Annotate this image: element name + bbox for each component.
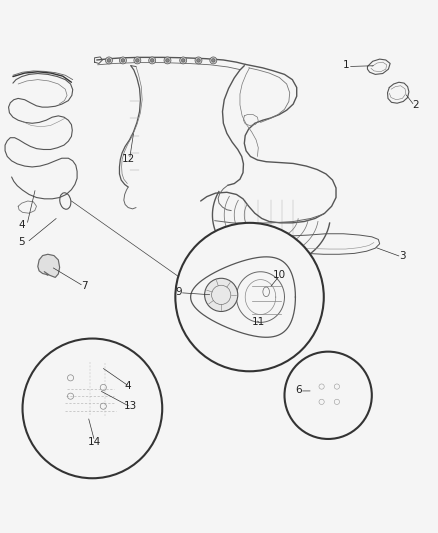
Circle shape — [180, 57, 187, 64]
Circle shape — [195, 57, 202, 64]
Circle shape — [181, 59, 185, 62]
Text: 12: 12 — [122, 154, 135, 164]
Text: 3: 3 — [399, 252, 406, 262]
Circle shape — [175, 223, 324, 372]
Text: 11: 11 — [252, 317, 265, 327]
Text: 14: 14 — [88, 437, 101, 447]
Text: 13: 13 — [124, 401, 137, 411]
Circle shape — [210, 57, 217, 64]
Circle shape — [120, 57, 127, 64]
Text: 4: 4 — [18, 220, 25, 230]
Text: 5: 5 — [18, 237, 25, 247]
Text: 6: 6 — [295, 385, 302, 395]
Circle shape — [107, 59, 111, 62]
Circle shape — [134, 57, 141, 64]
Circle shape — [212, 59, 215, 62]
Circle shape — [150, 59, 154, 62]
Polygon shape — [38, 254, 60, 277]
Circle shape — [149, 57, 155, 64]
Text: 7: 7 — [81, 281, 88, 290]
Circle shape — [205, 278, 238, 311]
Text: 10: 10 — [273, 270, 286, 280]
Text: 2: 2 — [412, 100, 419, 110]
Circle shape — [164, 57, 171, 64]
Text: 4: 4 — [125, 381, 131, 391]
Circle shape — [121, 59, 125, 62]
Text: 9: 9 — [176, 287, 182, 297]
Circle shape — [166, 59, 169, 62]
Circle shape — [197, 59, 200, 62]
Circle shape — [285, 352, 372, 439]
Circle shape — [106, 57, 113, 64]
Circle shape — [22, 338, 162, 478]
Text: 1: 1 — [343, 60, 350, 70]
Circle shape — [136, 59, 139, 62]
